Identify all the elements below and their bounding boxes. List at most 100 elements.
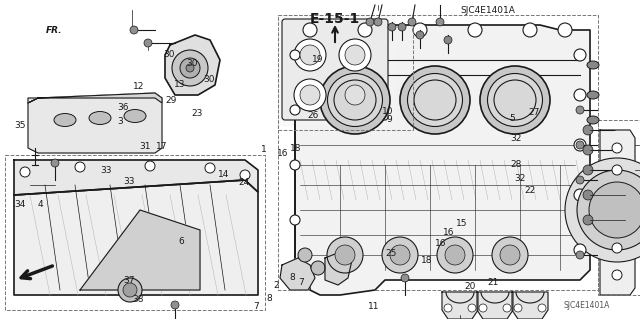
Circle shape <box>345 85 365 105</box>
Circle shape <box>339 79 371 111</box>
Ellipse shape <box>400 66 470 134</box>
Polygon shape <box>28 93 162 103</box>
Ellipse shape <box>587 61 599 69</box>
Polygon shape <box>14 180 258 295</box>
FancyBboxPatch shape <box>282 19 388 120</box>
Circle shape <box>240 170 250 180</box>
Circle shape <box>583 190 593 200</box>
Text: 30: 30 <box>204 75 215 84</box>
Circle shape <box>576 251 584 259</box>
Circle shape <box>436 18 444 26</box>
Circle shape <box>300 45 320 65</box>
Text: 23: 23 <box>191 109 203 118</box>
Circle shape <box>589 182 640 238</box>
Circle shape <box>445 245 465 265</box>
Text: 3: 3 <box>117 117 123 126</box>
Circle shape <box>290 160 300 170</box>
Text: 29: 29 <box>165 96 177 105</box>
Circle shape <box>468 23 482 37</box>
Ellipse shape <box>587 116 599 124</box>
Circle shape <box>574 244 586 256</box>
Text: 7: 7 <box>253 302 259 311</box>
Text: 24: 24 <box>239 178 250 187</box>
Polygon shape <box>278 15 395 125</box>
Circle shape <box>303 23 317 37</box>
Bar <box>278 15 598 290</box>
Circle shape <box>374 18 382 26</box>
Polygon shape <box>325 250 352 285</box>
Text: 4: 4 <box>37 200 43 209</box>
Text: 30: 30 <box>163 50 175 59</box>
Text: 8: 8 <box>266 294 272 303</box>
Circle shape <box>180 58 200 78</box>
Circle shape <box>398 23 406 31</box>
Circle shape <box>366 18 374 26</box>
Circle shape <box>503 304 511 312</box>
Circle shape <box>408 18 416 26</box>
Circle shape <box>583 145 593 155</box>
Circle shape <box>583 165 593 175</box>
Text: 19: 19 <box>312 56 323 64</box>
Circle shape <box>339 39 371 71</box>
Circle shape <box>388 23 396 31</box>
Ellipse shape <box>408 73 463 127</box>
Circle shape <box>565 158 640 262</box>
Circle shape <box>327 237 363 273</box>
Circle shape <box>576 106 584 114</box>
Text: 38: 38 <box>132 295 144 304</box>
Circle shape <box>123 283 137 297</box>
Circle shape <box>577 170 640 250</box>
Polygon shape <box>512 292 548 319</box>
Circle shape <box>382 237 418 273</box>
Circle shape <box>523 23 537 37</box>
Text: SJC4E1401A: SJC4E1401A <box>564 301 610 310</box>
Circle shape <box>294 79 326 111</box>
Circle shape <box>335 245 355 265</box>
Circle shape <box>186 64 194 72</box>
Text: 17: 17 <box>156 142 168 151</box>
Circle shape <box>437 237 473 273</box>
Text: 37: 37 <box>124 276 135 285</box>
Circle shape <box>145 161 155 171</box>
Bar <box>5 155 265 310</box>
Circle shape <box>500 245 520 265</box>
Text: 12: 12 <box>133 82 145 91</box>
Ellipse shape <box>320 66 390 134</box>
Text: 25: 25 <box>385 249 397 258</box>
Text: 14: 14 <box>218 170 229 179</box>
Ellipse shape <box>124 109 146 122</box>
Text: 36: 36 <box>117 103 129 112</box>
Circle shape <box>298 248 312 262</box>
Text: 18: 18 <box>290 145 301 153</box>
Circle shape <box>20 167 30 177</box>
Circle shape <box>479 304 487 312</box>
Polygon shape <box>14 160 258 195</box>
Circle shape <box>558 23 572 37</box>
Text: 22: 22 <box>525 186 536 195</box>
Circle shape <box>574 189 586 201</box>
Text: 16: 16 <box>435 239 447 248</box>
Text: 26: 26 <box>307 111 319 120</box>
Text: FR.: FR. <box>46 26 63 35</box>
Circle shape <box>290 50 300 60</box>
Text: 1: 1 <box>261 145 267 154</box>
Ellipse shape <box>54 114 76 127</box>
Bar <box>278 15 413 130</box>
Text: 16: 16 <box>443 228 454 237</box>
Circle shape <box>468 304 476 312</box>
Circle shape <box>612 143 622 153</box>
Text: 21: 21 <box>488 278 499 287</box>
Text: 2: 2 <box>273 281 279 290</box>
Text: 7: 7 <box>298 278 304 287</box>
Circle shape <box>538 304 546 312</box>
Text: 15: 15 <box>456 219 467 228</box>
Circle shape <box>51 159 59 167</box>
Ellipse shape <box>89 112 111 124</box>
Circle shape <box>574 89 586 101</box>
Text: 16: 16 <box>276 149 288 158</box>
Circle shape <box>172 50 208 86</box>
Circle shape <box>401 274 409 282</box>
Text: 5: 5 <box>509 115 515 123</box>
Text: 20: 20 <box>465 282 476 291</box>
Circle shape <box>118 278 142 302</box>
